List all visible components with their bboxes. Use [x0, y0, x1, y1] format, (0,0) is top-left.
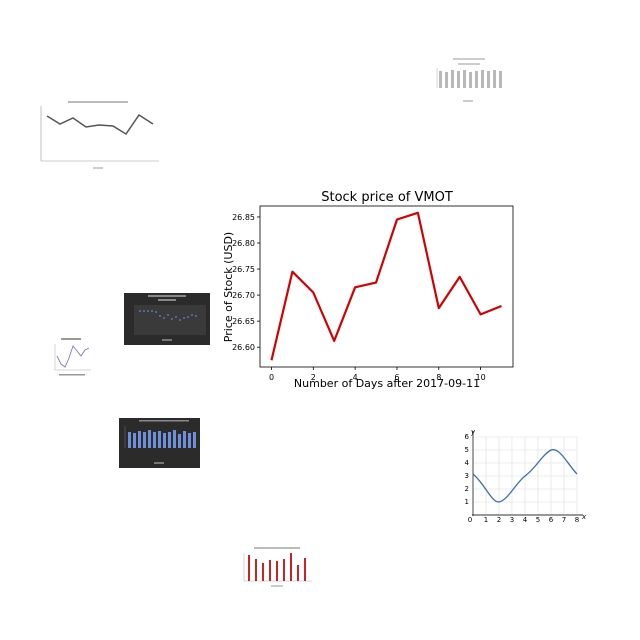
math-y-tick-label: 2	[465, 485, 469, 493]
y-axis-label: Price of Stock (USD)	[222, 232, 235, 342]
math-x-tick-label: 3	[510, 516, 514, 524]
y-tick-label: 26.80	[232, 239, 255, 248]
y-tick-label: 26.60	[232, 343, 255, 352]
x-tick-label: 6	[394, 373, 399, 382]
math-x-tick-label: 5	[536, 516, 540, 524]
chart-title: Stock price of VMOT	[321, 190, 453, 205]
math-y-tick-label: 1	[465, 498, 469, 506]
x-tick-label: 10	[475, 373, 485, 382]
math-x-tick-label: 8	[575, 516, 579, 524]
y-tick-label: 26.70	[232, 291, 255, 300]
x-axis-letter: x	[581, 513, 587, 521]
x-tick-label: 0	[269, 373, 274, 382]
math-x-tick-label: 6	[549, 516, 554, 524]
math-y-tick-label: 5	[465, 446, 469, 454]
thumbnail-line-chart-1	[33, 98, 163, 173]
thumbnail-bar-chart-1	[436, 58, 502, 102]
thumbnail-line-chart-2	[54, 338, 91, 376]
x-axis: 0 2 4 6 8 10	[269, 367, 486, 382]
x-tick-label: 2	[311, 373, 316, 382]
math-y-tick-label: 6	[465, 433, 470, 441]
math-y-tick-label: 4	[465, 459, 470, 467]
origin-label: 0	[468, 516, 472, 524]
math-x-tick-label: 1	[484, 516, 488, 524]
x-tick-label: 8	[436, 373, 441, 382]
plot-area	[259, 205, 514, 368]
y-axis: 26.60 26.65 26.70 26.75 26.80 26.85	[232, 213, 260, 352]
series-line	[270, 211, 502, 361]
math-x-tick-label: 7	[562, 516, 566, 524]
y-tick-label: 26.65	[232, 317, 255, 326]
math-y-tick-label: 3	[465, 472, 469, 480]
thumbnail-bar-chart-3	[243, 547, 312, 587]
y-tick-label: 26.75	[232, 265, 255, 274]
x-axis-label: Number of Days after 2017-09-11	[294, 377, 480, 390]
y-tick-label: 26.85	[232, 213, 255, 222]
x-tick-label: 4	[353, 373, 358, 382]
math-x-tick-label: 2	[497, 516, 501, 524]
thumbnail-bar-chart-2	[119, 418, 200, 468]
thumbnail-scatter-chart	[124, 293, 210, 345]
y-axis-letter: y	[470, 428, 476, 436]
math-x-tick-label: 4	[523, 516, 528, 524]
